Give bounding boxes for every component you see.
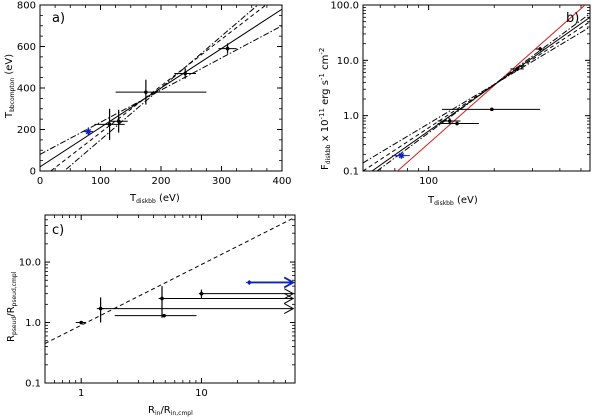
pc-xtick-label-0: 1	[78, 388, 84, 399]
panel-b: 100 0.1 1.0 10.0 100.0 b) Tdiskbb (eV) Fdis…	[318, 1, 591, 207]
pb-data-point-4	[510, 66, 524, 72]
pc-ytick-label-2: 10.0	[19, 258, 41, 269]
panel-a: 0 100 200 300 400 0 200 400 600 800 a) Tdiskbb (…	[4, 1, 292, 206]
pb-data-point-3	[441, 107, 541, 112]
pa-ytick-label-3: 600	[17, 42, 36, 53]
pc-data-point-3	[114, 313, 197, 318]
panel-c-xlabel: Rin/Rin,cmpl	[148, 405, 193, 417]
pa-fit-line-0	[40, 8, 282, 168]
pa-data-point-5	[218, 43, 237, 54]
panel-a-xlabel: Tdiskbb (eV)	[129, 193, 180, 205]
pc-fit-line-0	[45, 216, 295, 344]
pa-data-point-2	[109, 109, 128, 133]
pb-xtick-label-0: 100	[419, 176, 438, 187]
pb-data-point-5	[535, 46, 545, 52]
pc-data-point-0	[75, 320, 87, 325]
pa-xtick-label-3: 300	[212, 176, 231, 187]
pb-ytick-label-2: 10.0	[337, 56, 359, 67]
pa-xtick-label-2: 200	[151, 176, 170, 187]
panel-b-label: b)	[566, 11, 579, 26]
pa-ytick-label-1: 200	[17, 125, 36, 136]
panel-a-label: a)	[52, 11, 65, 26]
panel-c-label: c)	[52, 223, 64, 238]
pb-fit-line-4	[376, 13, 590, 171]
pa-ytick-label-2: 400	[17, 84, 36, 95]
pa-ytick-label-4: 800	[17, 1, 36, 12]
pb-ytick-label-3: 100.0	[330, 1, 359, 12]
pa-data-point-0	[83, 127, 94, 136]
pb-ytick-label-1: 1.0	[343, 111, 359, 122]
panel-a-ylabel: Tbbcompton (eV)	[4, 54, 16, 119]
pa-xtick-label-4: 400	[272, 176, 291, 187]
panel-b-ylabel: Fdiskbb x 10-11 erg s-1 cm-2	[318, 48, 332, 170]
pa-data-point-4	[174, 68, 197, 79]
pa-data-point-3	[115, 79, 207, 105]
pa-fit-line-3	[63, 5, 259, 171]
pa-xtick-label-1: 100	[91, 176, 110, 187]
pa-fit-line-2	[40, 25, 282, 155]
pb-fit-line-0	[397, 5, 586, 171]
pc-data-point-2	[158, 286, 295, 318]
pc-data-point-1	[96, 297, 295, 323]
panel-c-ylabel: Rpseud/Rpseud,cmpl	[6, 271, 18, 342]
pa-data-point-1	[94, 108, 125, 140]
pa-fit-line-1	[49, 5, 267, 171]
pc-ytick-label-0: 0.1	[25, 379, 41, 390]
pa-xtick-label-0: 0	[37, 176, 43, 187]
panel-b-frame	[362, 4, 591, 172]
panel-b-xlabel: Tdiskbb (eV)	[427, 195, 478, 207]
pb-fit-line-2	[363, 21, 590, 171]
panel-c-frame	[44, 214, 296, 384]
panel-c: 1 10 0.1 1.0 10.0 c) Rin/Rin,cmpl Rpseud/Rp…	[6, 214, 296, 417]
pc-data-point-4	[198, 288, 295, 300]
pb-data-point-2	[437, 121, 479, 126]
pb-data-point-0	[392, 152, 410, 159]
pc-data-point-5	[246, 276, 296, 289]
pb-fit-line-3	[363, 26, 590, 164]
pb-ytick-label-0: 0.1	[343, 167, 359, 178]
pc-ytick-label-1: 1.0	[25, 318, 41, 329]
pc-xtick-label-1: 10	[195, 388, 208, 399]
pa-ytick-label-0: 0	[30, 167, 36, 178]
